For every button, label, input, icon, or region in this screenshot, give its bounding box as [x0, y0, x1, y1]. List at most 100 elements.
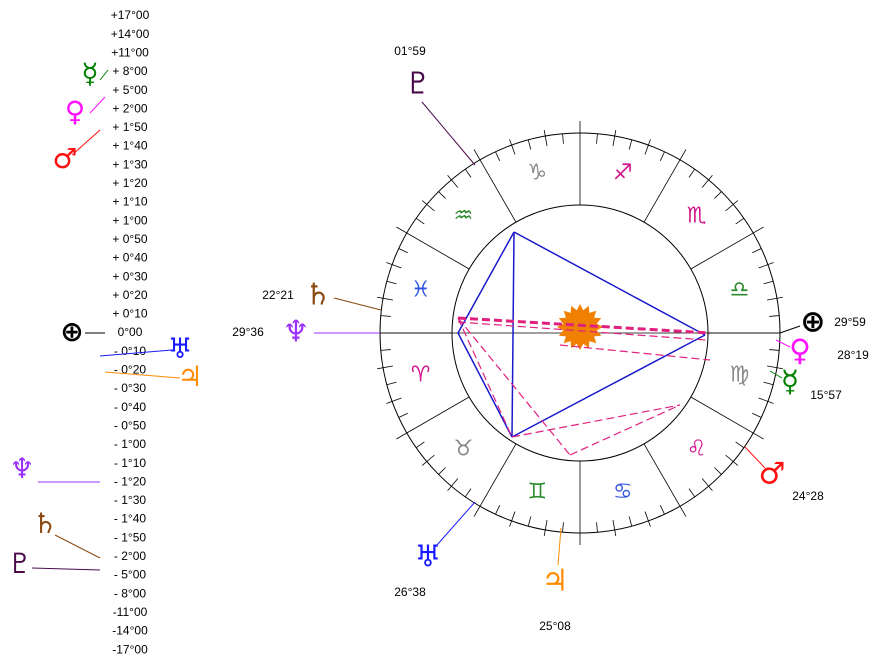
tick: [528, 517, 531, 527]
zodiac-sign: ♌: [687, 437, 707, 462]
tick: [377, 366, 393, 369]
scale-label: - 5°00: [114, 568, 146, 582]
scale-glyph: ♂: [52, 142, 77, 175]
planet-degree: 15°57: [810, 388, 842, 402]
tick: [495, 505, 499, 514]
cusp-line: [691, 227, 764, 269]
tick: [597, 134, 598, 144]
planet-glyph: ♀: [789, 334, 811, 369]
scale-pointer: [100, 70, 108, 80]
tick: [387, 281, 397, 284]
tick: [752, 248, 761, 252]
aspect-line: [512, 405, 680, 437]
scale-label: + 1°30: [112, 157, 147, 171]
zodiac-sign: ♒: [453, 203, 473, 228]
aspect-line: [514, 232, 705, 335]
tick: [759, 263, 774, 268]
cusp-line: [396, 397, 469, 439]
zodiac-sign: ♐: [613, 161, 633, 186]
scale-label: + 8°00: [112, 64, 147, 78]
scale-label: -14°00: [112, 624, 148, 638]
planet-glyph: ♂: [759, 457, 786, 492]
scale-label: - 1°40: [114, 512, 146, 526]
planet-degree: 29°36: [232, 325, 264, 339]
tick: [399, 248, 408, 252]
zodiac-sign: ♍: [730, 363, 750, 388]
tick: [495, 152, 499, 161]
tick: [465, 169, 471, 177]
zodiac-sign: ♎: [730, 277, 750, 302]
zodiac-sign: ♓: [411, 277, 431, 302]
scale-glyph: ☿: [81, 57, 98, 90]
scale-label: + 1°00: [112, 213, 147, 227]
planet-glyph: ♇: [405, 67, 432, 102]
scale-glyph: ♄: [32, 507, 57, 540]
scale-label: - 0°50: [114, 418, 146, 432]
tick: [769, 350, 779, 351]
scale-label: + 1°20: [112, 176, 147, 190]
scale-label: - 1°30: [114, 493, 146, 507]
tick: [528, 140, 531, 150]
tick: [510, 512, 515, 527]
scale-label: + 0°30: [112, 269, 147, 283]
tick: [752, 413, 761, 417]
zodiac-sign: ♋: [613, 479, 633, 504]
aspect-line: [458, 333, 512, 437]
planet-degree: 28°19: [837, 348, 869, 362]
tick: [381, 350, 391, 351]
planet-pointer: [334, 298, 381, 310]
tick: [563, 522, 564, 532]
cusp-line: [644, 149, 686, 222]
planet-glyph: ♃: [542, 564, 569, 599]
tick: [381, 316, 391, 317]
tick: [563, 134, 564, 144]
scale-label: +17°00: [111, 8, 150, 22]
planet-degree: 29°59: [834, 315, 866, 329]
scale-label: + 0°20: [112, 288, 147, 302]
planet-pointer: [776, 340, 790, 347]
planet-glyph: ♄: [305, 278, 332, 313]
tick: [764, 382, 774, 385]
tick: [736, 218, 744, 224]
tick: [613, 520, 616, 536]
tick: [629, 517, 632, 527]
scale-label: + 0°10: [112, 307, 147, 321]
scale-label: - 0°10: [114, 344, 146, 358]
tick: [544, 130, 547, 146]
planet-degree: 01°59: [394, 44, 426, 58]
scale-label: - 1°10: [114, 456, 146, 470]
tick: [714, 467, 721, 474]
scale-label: + 2°00: [112, 101, 147, 115]
planet-glyph: ♆: [283, 315, 310, 350]
planet-pointer: [780, 326, 800, 333]
aspect-line: [458, 318, 570, 455]
tick: [613, 130, 616, 146]
tick: [759, 398, 774, 403]
zodiac-sign: ♊: [527, 479, 547, 504]
planet-degree: 26°38: [394, 585, 426, 599]
tick: [689, 489, 695, 497]
tick: [645, 512, 650, 527]
tick: [764, 281, 774, 284]
scale-label: + 1°50: [112, 120, 147, 134]
planet-glyph: ♅: [415, 540, 442, 575]
planet-pointer: [422, 102, 475, 165]
tick: [377, 297, 393, 300]
tick: [767, 297, 783, 300]
scale-glyph: ♇: [7, 547, 32, 580]
chart: +17°00+14°00+11°00+ 8°00+ 5°00+ 2°00+ 1°…: [0, 0, 874, 665]
scale-label: +14°00: [111, 27, 150, 41]
planet-pointer: [437, 502, 475, 545]
zodiac-sign: ♑: [527, 161, 547, 186]
planet-degree: 22°21: [262, 288, 294, 302]
tick: [386, 398, 401, 403]
scale-label: -17°00: [112, 642, 148, 656]
tick: [597, 522, 598, 532]
scale-label: - 2°00: [114, 549, 146, 563]
scale-label: - 0°40: [114, 400, 146, 414]
scale-label: -11°00: [113, 605, 148, 619]
tick: [714, 192, 721, 199]
zodiac-sign: ♉: [453, 437, 473, 462]
tick: [465, 489, 471, 497]
tick: [416, 218, 424, 224]
